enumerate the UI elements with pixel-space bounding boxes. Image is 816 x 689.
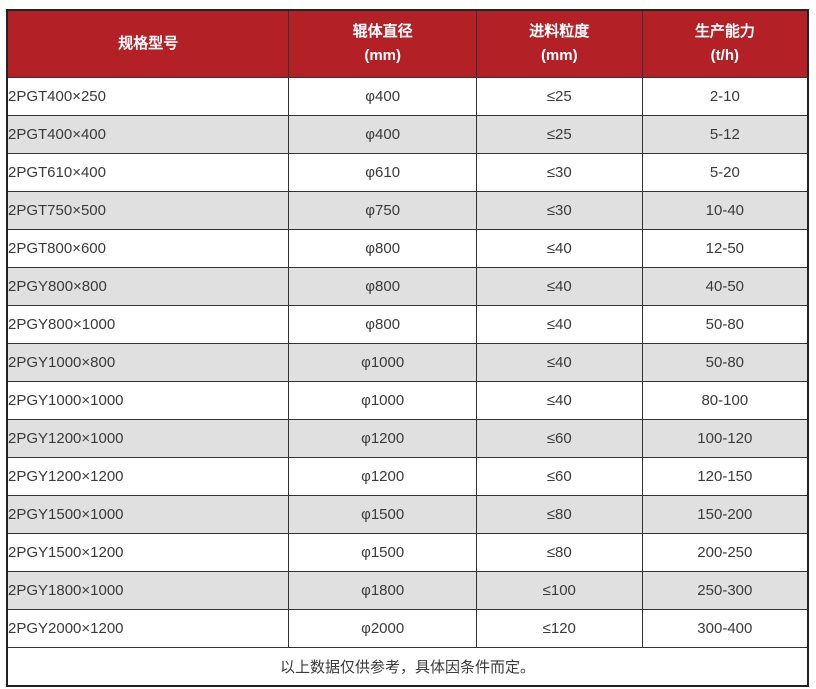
table-row: 2PGY1200×1200 φ1200 ≤60 120-150 (6, 457, 809, 496)
diameter-cell: φ1000 (288, 343, 477, 382)
diameter-cell: φ1200 (288, 457, 477, 496)
model-cell: 2PGY800×1000 (6, 305, 290, 344)
capacity-cell: 120-150 (641, 457, 809, 496)
capacity-cell: 100-120 (641, 419, 809, 458)
feed-size-cell: ≤40 (475, 229, 643, 268)
model-cell: 2PGY1500×1200 (6, 533, 290, 572)
feed-size-cell: ≤100 (475, 571, 643, 610)
feed-size-cell: ≤60 (475, 457, 643, 496)
diameter-cell: φ1000 (288, 381, 477, 420)
table-row: 2PGT610×400 φ610 ≤30 5-20 (6, 153, 809, 192)
col-header-capacity: 生产能力 (t/h) (641, 9, 809, 78)
capacity-cell: 10-40 (641, 191, 809, 230)
table-row: 2PGT400×400 φ400 ≤25 5-12 (6, 115, 809, 154)
capacity-cell: 2-10 (641, 77, 809, 116)
col-header-capacity-label: 生产能力 (694, 23, 755, 40)
feed-size-cell: ≤25 (475, 77, 643, 116)
model-cell: 2PGY1800×1000 (6, 571, 290, 610)
capacity-cell: 300-400 (641, 609, 809, 648)
feed-size-cell: ≤40 (475, 381, 643, 420)
diameter-cell: φ1200 (288, 419, 477, 458)
capacity-cell: 250-300 (641, 571, 809, 610)
capacity-cell: 50-80 (641, 305, 809, 344)
model-cell: 2PGT400×400 (6, 115, 290, 154)
model-cell: 2PGY1000×800 (6, 343, 290, 382)
feed-size-cell: ≤60 (475, 419, 643, 458)
diameter-cell: φ800 (288, 229, 477, 268)
diameter-cell: φ610 (288, 153, 477, 192)
feed-size-cell: ≤120 (475, 609, 643, 648)
diameter-cell: φ1500 (288, 495, 477, 534)
capacity-cell: 5-20 (641, 153, 809, 192)
diameter-cell: φ400 (288, 115, 477, 154)
model-cell: 2PGY800×800 (6, 267, 290, 306)
capacity-cell: 50-80 (641, 343, 809, 382)
model-cell: 2PGT750×500 (6, 191, 290, 230)
table-row: 2PGY2000×1200 φ2000 ≤120 300-400 (6, 609, 809, 648)
table-row: 2PGY1800×1000 φ1800 ≤100 250-300 (6, 571, 809, 610)
model-cell: 2PGT800×600 (6, 229, 290, 268)
table-row: 2PGT400×250 φ400 ≤25 2-10 (6, 77, 809, 116)
diameter-cell: φ1800 (288, 571, 477, 610)
col-header-feed-size: 进料粒度 (mm) (475, 9, 643, 78)
table-footnote: 以上数据仅供参考，具体因条件而定。 (6, 647, 809, 687)
col-header-diameter: 辊体直径 (mm) (288, 9, 477, 78)
table-row: 2PGY800×1000 φ800 ≤40 50-80 (6, 305, 809, 344)
feed-size-cell: ≤40 (475, 343, 643, 382)
col-header-model: 规格型号 (6, 9, 290, 78)
spec-table: 规格型号 辊体直径 (mm) 进料粒度 (mm) 生产能力 (t/h) 2PGT… (6, 9, 809, 687)
capacity-cell: 200-250 (641, 533, 809, 572)
table-body: 2PGT400×250 φ400 ≤25 2-10 2PGT400×400 φ4… (6, 77, 809, 648)
model-cell: 2PGY2000×1200 (6, 609, 290, 648)
model-cell: 2PGY1200×1000 (6, 419, 290, 458)
capacity-cell: 40-50 (641, 267, 809, 306)
table-row: 2PGY800×800 φ800 ≤40 40-50 (6, 267, 809, 306)
table-footer: 以上数据仅供参考，具体因条件而定。 (6, 647, 809, 687)
diameter-cell: φ800 (288, 305, 477, 344)
footer-row: 以上数据仅供参考，具体因条件而定。 (6, 647, 809, 687)
table-row: 2PGT750×500 φ750 ≤30 10-40 (6, 191, 809, 230)
diameter-cell: φ1500 (288, 533, 477, 572)
feed-size-cell: ≤80 (475, 533, 643, 572)
feed-size-cell: ≤40 (475, 267, 643, 306)
capacity-cell: 150-200 (641, 495, 809, 534)
feed-size-cell: ≤25 (475, 115, 643, 154)
diameter-cell: φ2000 (288, 609, 477, 648)
model-cell: 2PGY1200×1200 (6, 457, 290, 496)
table-row: 2PGY1000×1000 φ1000 ≤40 80-100 (6, 381, 809, 420)
table-row: 2PGY1500×1000 φ1500 ≤80 150-200 (6, 495, 809, 534)
model-cell: 2PGY1500×1000 (6, 495, 290, 534)
diameter-cell: φ400 (288, 77, 477, 116)
table-row: 2PGY1500×1200 φ1500 ≤80 200-250 (6, 533, 809, 572)
col-header-diameter-unit: (mm) (364, 47, 401, 64)
col-header-feed-size-unit: (mm) (540, 47, 578, 64)
feed-size-cell: ≤40 (475, 305, 643, 344)
model-cell: 2PGY1000×1000 (6, 381, 290, 420)
diameter-cell: φ800 (288, 267, 477, 306)
diameter-cell: φ750 (288, 191, 477, 230)
table-header: 规格型号 辊体直径 (mm) 进料粒度 (mm) 生产能力 (t/h) (6, 9, 809, 78)
col-header-feed-size-label: 进料粒度 (529, 23, 590, 40)
col-header-model-label: 规格型号 (118, 35, 179, 52)
model-cell: 2PGT400×250 (6, 77, 290, 116)
capacity-cell: 5-12 (641, 115, 809, 154)
feed-size-cell: ≤30 (475, 191, 643, 230)
capacity-cell: 12-50 (641, 229, 809, 268)
capacity-cell: 80-100 (641, 381, 809, 420)
header-row: 规格型号 辊体直径 (mm) 进料粒度 (mm) 生产能力 (t/h) (6, 9, 809, 78)
feed-size-cell: ≤80 (475, 495, 643, 534)
model-cell: 2PGT610×400 (6, 153, 290, 192)
col-header-capacity-unit: (t/h) (710, 47, 739, 64)
col-header-diameter-label: 辊体直径 (352, 23, 413, 40)
table-row: 2PGY1000×800 φ1000 ≤40 50-80 (6, 343, 809, 382)
table-row: 2PGT800×600 φ800 ≤40 12-50 (6, 229, 809, 268)
feed-size-cell: ≤30 (475, 153, 643, 192)
table-row: 2PGY1200×1000 φ1200 ≤60 100-120 (6, 419, 809, 458)
